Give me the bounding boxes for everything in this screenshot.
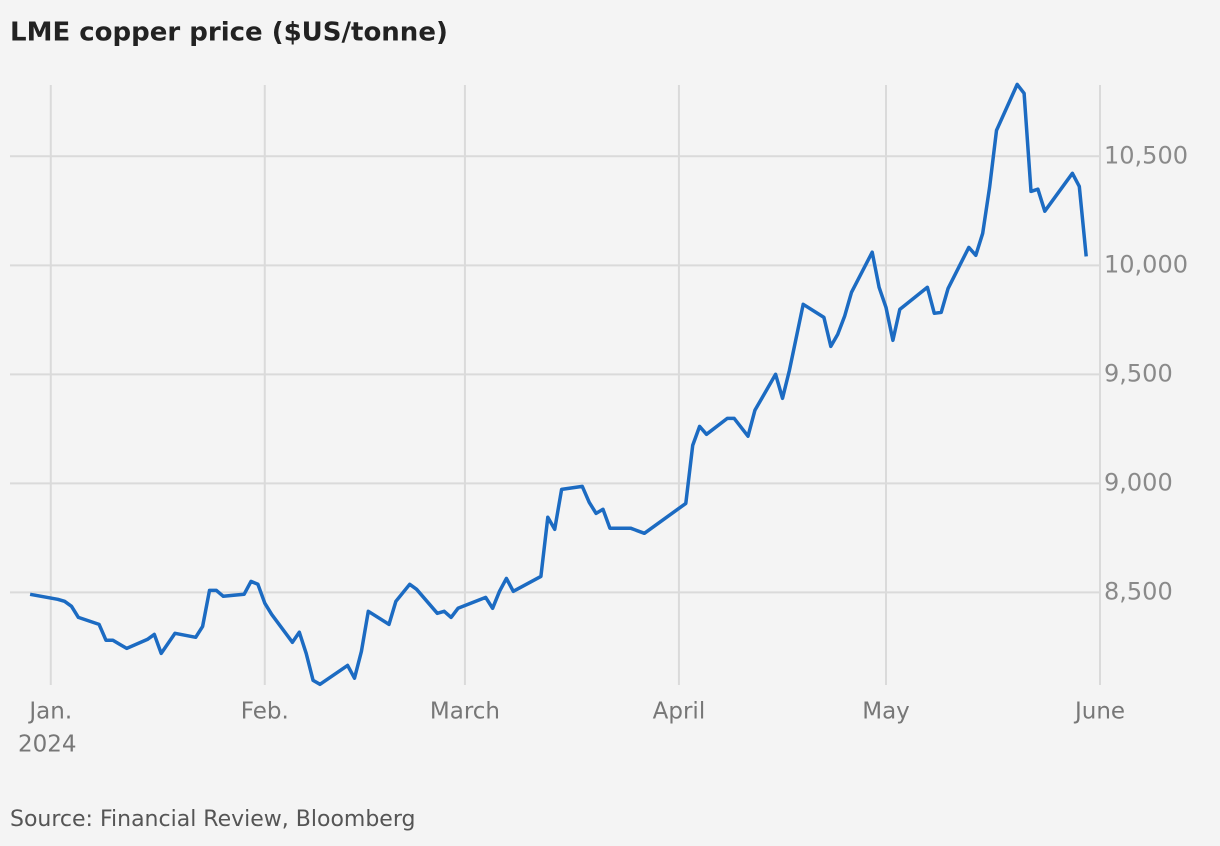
y-tick-label: 9,000: [1104, 468, 1173, 496]
y-tick-label: 9,500: [1104, 359, 1173, 387]
x-tick-label: May: [862, 699, 910, 725]
x-tick-label: Feb.: [241, 699, 289, 725]
y-tick-label: 10,000: [1104, 250, 1188, 278]
x-year-label: 2024: [18, 732, 77, 758]
x-tick-label: June: [1073, 699, 1125, 725]
y-tick-label: 10,500: [1104, 141, 1188, 169]
price-line: [29, 82, 1088, 687]
source: Source: Financial Review, Bloomberg: [10, 807, 415, 832]
x-tick-label: March: [430, 699, 500, 725]
y-tick-label: 8,500: [1104, 577, 1173, 605]
x-tick-label: Jan.: [27, 699, 72, 725]
chart-title: LME copper price ($US/tonne): [10, 18, 448, 48]
x-tick-label: April: [653, 699, 706, 725]
